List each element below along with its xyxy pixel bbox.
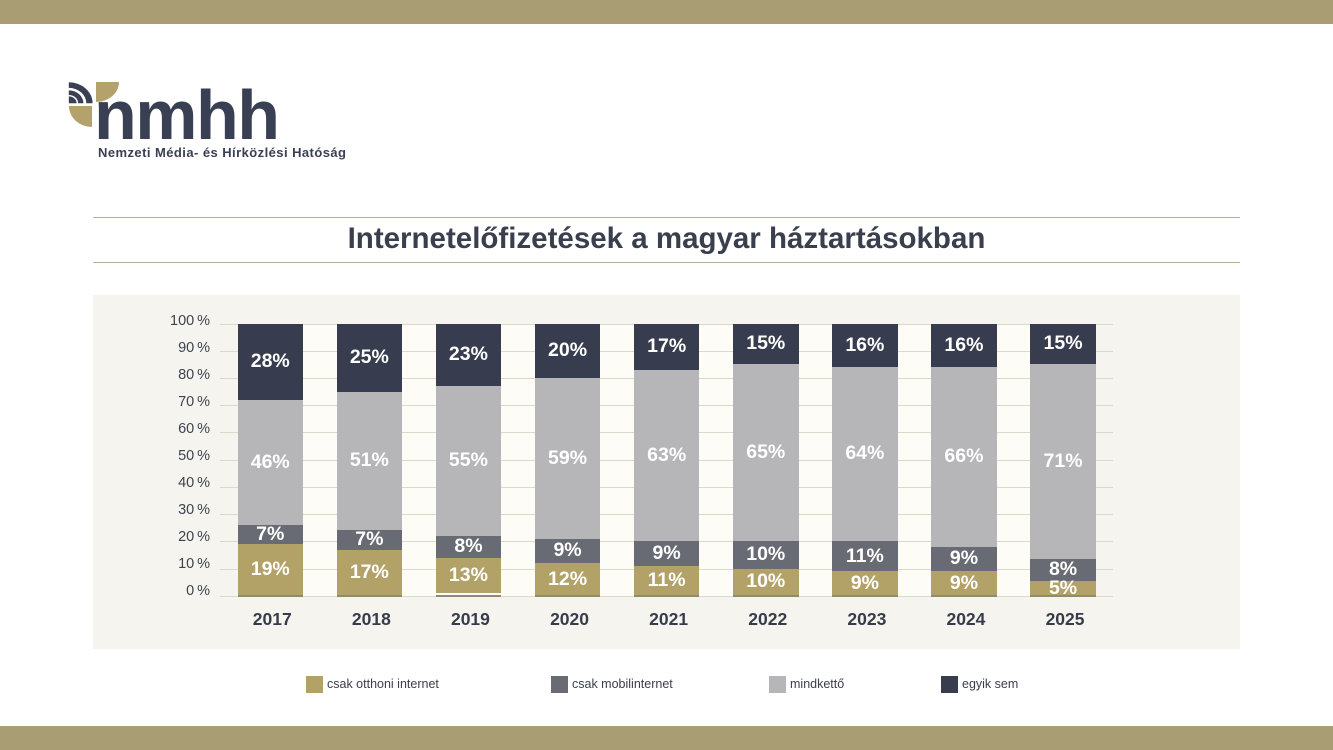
svg-text:Nemzeti Média- és Hírközlési H: Nemzeti Média- és Hírközlési Hatóság <box>98 145 346 160</box>
svg-text:nmhh: nmhh <box>94 76 280 154</box>
